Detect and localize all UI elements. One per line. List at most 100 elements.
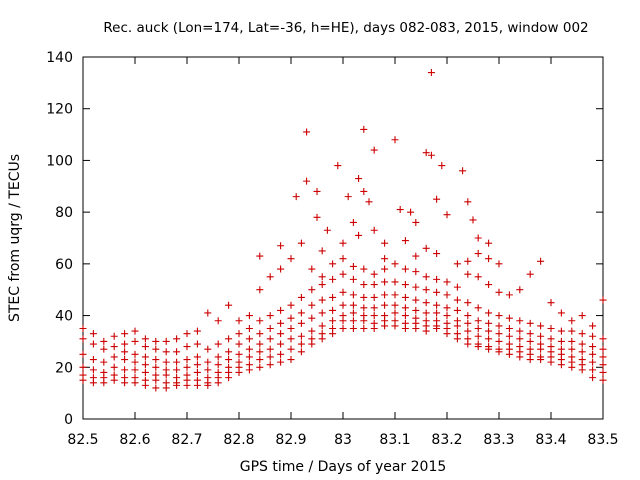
- data-point: [474, 332, 482, 340]
- data-point: [329, 293, 337, 301]
- data-point: [297, 348, 305, 356]
- data-point: [308, 327, 316, 335]
- data-point: [568, 345, 576, 353]
- plot-area: 82.5 82.6 82.7 82.8 82.9 83 83.1 83.2 83.3 83.4 83…: [46, 50, 618, 448]
- data-point: [599, 376, 607, 384]
- data-point: [266, 335, 274, 343]
- data-point: [308, 335, 316, 343]
- data-point: [318, 330, 326, 338]
- data-point: [474, 325, 482, 332]
- data-point: [89, 330, 97, 338]
- data-point: [474, 317, 482, 325]
- data-point: [121, 356, 129, 364]
- data-point: [245, 361, 253, 369]
- data-point: [537, 257, 545, 265]
- data-point: [245, 353, 253, 361]
- data-point: [287, 301, 295, 309]
- data-point: [266, 325, 274, 332]
- x-tick-label: 82.6: [119, 432, 150, 448]
- data-point: [516, 343, 524, 351]
- data-point: [578, 356, 586, 364]
- data-point: [495, 345, 503, 353]
- y-tick-label: 80: [55, 205, 73, 221]
- data-point: [360, 304, 368, 312]
- data-point: [183, 330, 191, 338]
- data-point: [214, 368, 222, 376]
- data-point: [204, 345, 212, 353]
- data-point: [433, 301, 441, 309]
- data-points: [79, 69, 607, 392]
- data-point: [277, 350, 285, 358]
- data-point: [287, 314, 295, 322]
- data-point: [474, 234, 482, 242]
- data-point: [360, 325, 368, 332]
- data-point: [401, 304, 409, 312]
- x-tick-label: 82.8: [223, 432, 254, 448]
- data-point: [339, 288, 347, 296]
- series-track-7: [121, 239, 607, 345]
- x-tick-label: 82.5: [67, 432, 98, 448]
- data-point: [193, 376, 201, 384]
- x-tick-label: 83: [334, 432, 352, 448]
- x-axis-title: GPS time / Days of year 2015: [240, 459, 447, 475]
- data-point: [256, 330, 264, 338]
- data-point: [79, 363, 87, 371]
- x-tick-label: 83.2: [431, 432, 462, 448]
- data-point: [110, 371, 118, 379]
- data-point: [485, 281, 493, 289]
- data-point: [433, 250, 441, 258]
- data-point: [204, 358, 212, 366]
- data-point: [474, 273, 482, 281]
- data-point: [329, 325, 337, 332]
- data-point: [287, 255, 295, 263]
- y-tick-label: 120: [46, 102, 73, 118]
- data-point: [329, 275, 337, 283]
- data-point: [422, 317, 430, 325]
- data-point: [474, 340, 482, 348]
- data-point: [599, 368, 607, 376]
- data-point: [204, 374, 212, 382]
- data-point: [277, 242, 285, 250]
- data-point: [401, 293, 409, 301]
- data-point: [391, 291, 399, 299]
- data-point: [256, 363, 264, 371]
- data-point: [339, 312, 347, 320]
- data-point: [193, 327, 201, 335]
- data-point: [308, 265, 316, 273]
- data-point: [235, 330, 243, 338]
- y-axis-title: STEC from uqrg / TECUs: [7, 154, 23, 322]
- data-point: [349, 325, 357, 332]
- data-point: [131, 366, 139, 374]
- data-point: [349, 309, 357, 317]
- data-point: [152, 345, 160, 353]
- data-point: [308, 301, 316, 309]
- data-point: [537, 322, 545, 330]
- data-point: [568, 317, 576, 325]
- data-point: [79, 325, 87, 332]
- x-tick-label: 83.4: [535, 432, 566, 448]
- data-point: [526, 337, 534, 345]
- data-point: [225, 335, 233, 343]
- data-point: [183, 363, 191, 371]
- data-point: [464, 312, 472, 320]
- data-point: [360, 293, 368, 301]
- data-point: [412, 314, 420, 322]
- data-point: [297, 309, 305, 317]
- data-point: [589, 350, 597, 358]
- data-point: [526, 330, 534, 338]
- data-point: [297, 340, 305, 348]
- data-point: [256, 317, 264, 325]
- data-point: [152, 337, 160, 345]
- data-point: [204, 366, 212, 374]
- data-point: [474, 250, 482, 258]
- data-point: [391, 278, 399, 286]
- data-point: [370, 319, 378, 327]
- data-point: [110, 343, 118, 351]
- data-point: [152, 356, 160, 364]
- data-point: [256, 340, 264, 348]
- data-point: [193, 368, 201, 376]
- data-point: [381, 278, 389, 286]
- data-point: [443, 319, 451, 327]
- data-point: [266, 353, 274, 361]
- data-point: [277, 319, 285, 327]
